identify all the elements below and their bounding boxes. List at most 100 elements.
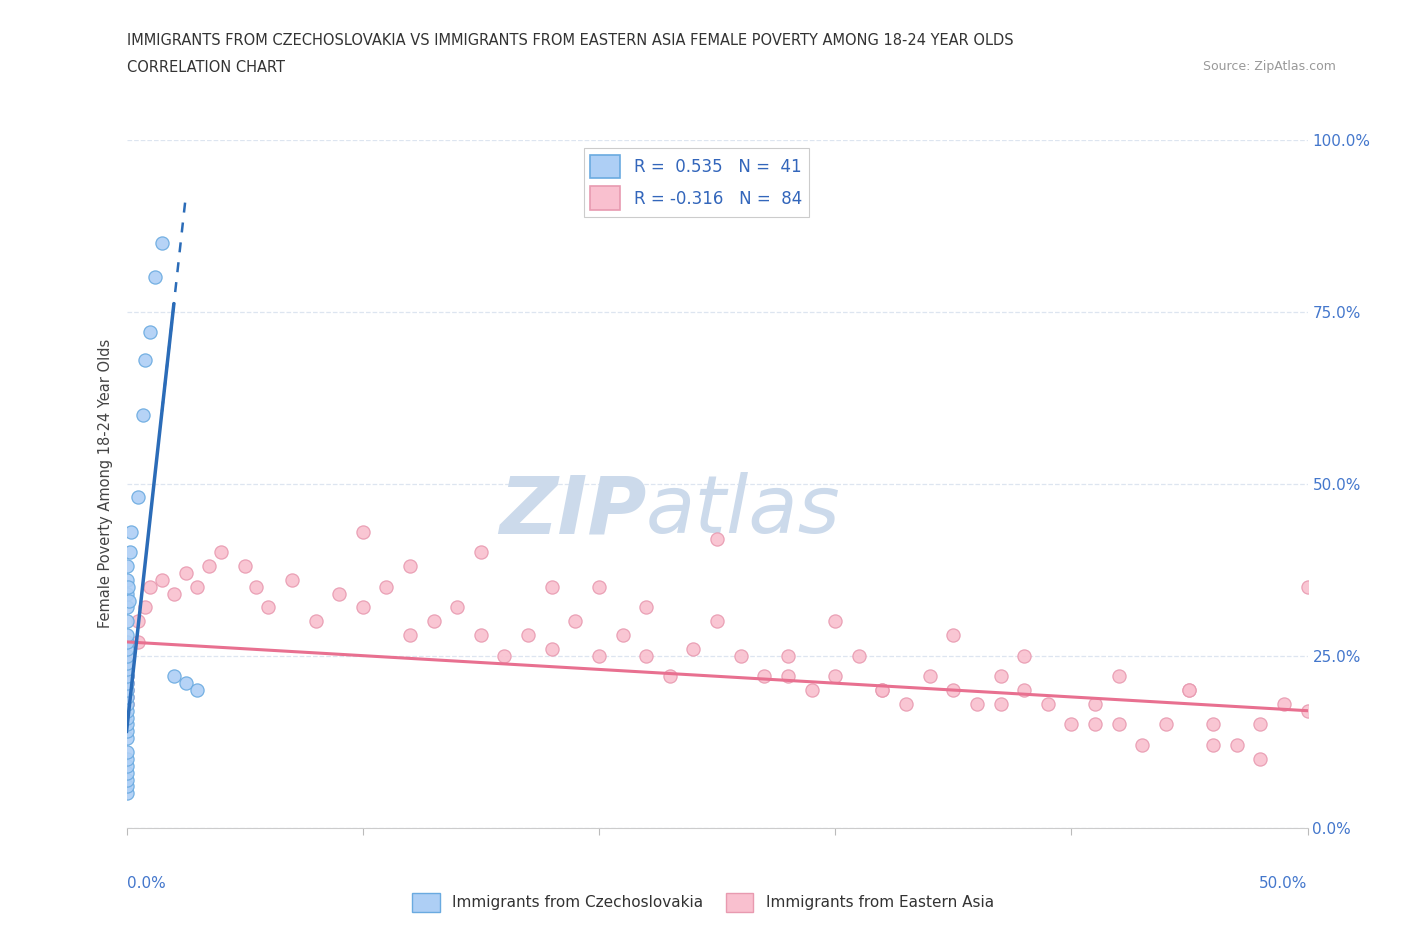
Y-axis label: Female Poverty Among 18-24 Year Olds: Female Poverty Among 18-24 Year Olds — [98, 339, 114, 629]
Point — [706, 531, 728, 546]
Point — [127, 490, 149, 505]
Point — [209, 545, 232, 560]
Point — [174, 676, 197, 691]
Point — [1296, 579, 1319, 594]
Point — [115, 758, 138, 773]
Point — [245, 579, 267, 594]
Point — [186, 579, 208, 594]
Point — [612, 628, 634, 643]
Text: IMMIGRANTS FROM CZECHOSLOVAKIA VS IMMIGRANTS FROM EASTERN ASIA FEMALE POVERTY AM: IMMIGRANTS FROM CZECHOSLOVAKIA VS IMMIGR… — [127, 33, 1014, 47]
Point — [115, 689, 138, 704]
Point — [139, 325, 162, 339]
Point — [540, 579, 562, 594]
Point — [1249, 751, 1271, 766]
Text: Source: ZipAtlas.com: Source: ZipAtlas.com — [1202, 60, 1336, 73]
Point — [115, 745, 138, 760]
Point — [446, 600, 468, 615]
Point — [564, 614, 586, 629]
Point — [115, 634, 138, 649]
Point — [117, 579, 139, 594]
Point — [918, 669, 941, 684]
Point — [150, 573, 173, 588]
Point — [150, 235, 173, 250]
Point — [1178, 683, 1201, 698]
Point — [115, 662, 138, 677]
Point — [120, 525, 142, 539]
Point — [824, 614, 846, 629]
Point — [115, 683, 138, 698]
Point — [399, 628, 422, 643]
Point — [118, 593, 141, 608]
Point — [186, 683, 208, 698]
Point — [1202, 717, 1225, 732]
Point — [1296, 703, 1319, 718]
Point — [352, 600, 374, 615]
Point — [115, 662, 138, 677]
Point — [281, 573, 304, 588]
Point — [800, 683, 823, 698]
Point — [1226, 737, 1249, 752]
Point — [115, 731, 138, 746]
Point — [115, 669, 138, 684]
Point — [134, 600, 156, 615]
Point — [139, 579, 162, 594]
Point — [115, 683, 138, 698]
Point — [730, 648, 752, 663]
Point — [115, 559, 138, 574]
Point — [636, 600, 658, 615]
Legend: R =  0.535   N =  41, R = -0.316   N =  84: R = 0.535 N = 41, R = -0.316 N = 84 — [583, 148, 808, 217]
Point — [115, 697, 138, 711]
Point — [990, 669, 1012, 684]
Point — [115, 573, 138, 588]
Point — [115, 765, 138, 780]
Point — [115, 628, 138, 643]
Text: 50.0%: 50.0% — [1260, 876, 1308, 891]
Point — [115, 772, 138, 787]
Point — [233, 559, 256, 574]
Point — [120, 545, 142, 560]
Point — [198, 559, 221, 574]
Point — [257, 600, 280, 615]
Point — [1130, 737, 1153, 752]
Point — [143, 270, 166, 285]
Point — [115, 676, 138, 691]
Point — [163, 669, 186, 684]
Legend: Immigrants from Czechoslovakia, Immigrants from Eastern Asia: Immigrants from Czechoslovakia, Immigran… — [406, 887, 1000, 918]
Point — [658, 669, 681, 684]
Point — [115, 751, 138, 766]
Text: ZIP: ZIP — [499, 472, 647, 551]
Point — [517, 628, 540, 643]
Point — [115, 717, 138, 732]
Point — [115, 724, 138, 738]
Point — [399, 559, 422, 574]
Point — [754, 669, 776, 684]
Point — [1108, 669, 1130, 684]
Point — [1036, 697, 1059, 711]
Point — [115, 600, 138, 615]
Point — [776, 669, 799, 684]
Point — [115, 642, 138, 657]
Point — [115, 711, 138, 725]
Point — [588, 648, 610, 663]
Point — [966, 697, 988, 711]
Point — [115, 648, 138, 663]
Point — [115, 786, 138, 801]
Point — [115, 676, 138, 691]
Point — [872, 683, 894, 698]
Point — [163, 586, 186, 601]
Point — [470, 628, 492, 643]
Text: 0.0%: 0.0% — [127, 876, 166, 891]
Point — [115, 779, 138, 794]
Point — [990, 697, 1012, 711]
Point — [470, 545, 492, 560]
Point — [132, 407, 155, 422]
Point — [682, 642, 704, 657]
Point — [636, 648, 658, 663]
Point — [1084, 717, 1107, 732]
Point — [1012, 648, 1035, 663]
Point — [115, 697, 138, 711]
Text: CORRELATION CHART: CORRELATION CHART — [127, 60, 284, 75]
Point — [127, 634, 149, 649]
Point — [422, 614, 444, 629]
Point — [127, 614, 149, 629]
